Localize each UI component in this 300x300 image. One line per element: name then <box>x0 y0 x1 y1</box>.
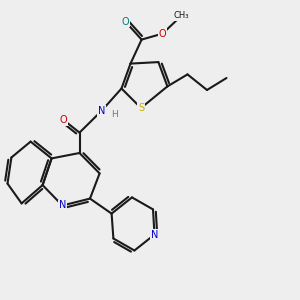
Text: S: S <box>138 103 144 113</box>
Text: O: O <box>159 28 167 39</box>
Text: CH₃: CH₃ <box>174 11 189 20</box>
Text: O: O <box>122 16 129 27</box>
Text: N: N <box>98 106 105 116</box>
Text: N: N <box>59 200 66 211</box>
Text: H: H <box>111 110 117 119</box>
Text: O: O <box>60 115 68 125</box>
Text: N: N <box>151 230 158 240</box>
